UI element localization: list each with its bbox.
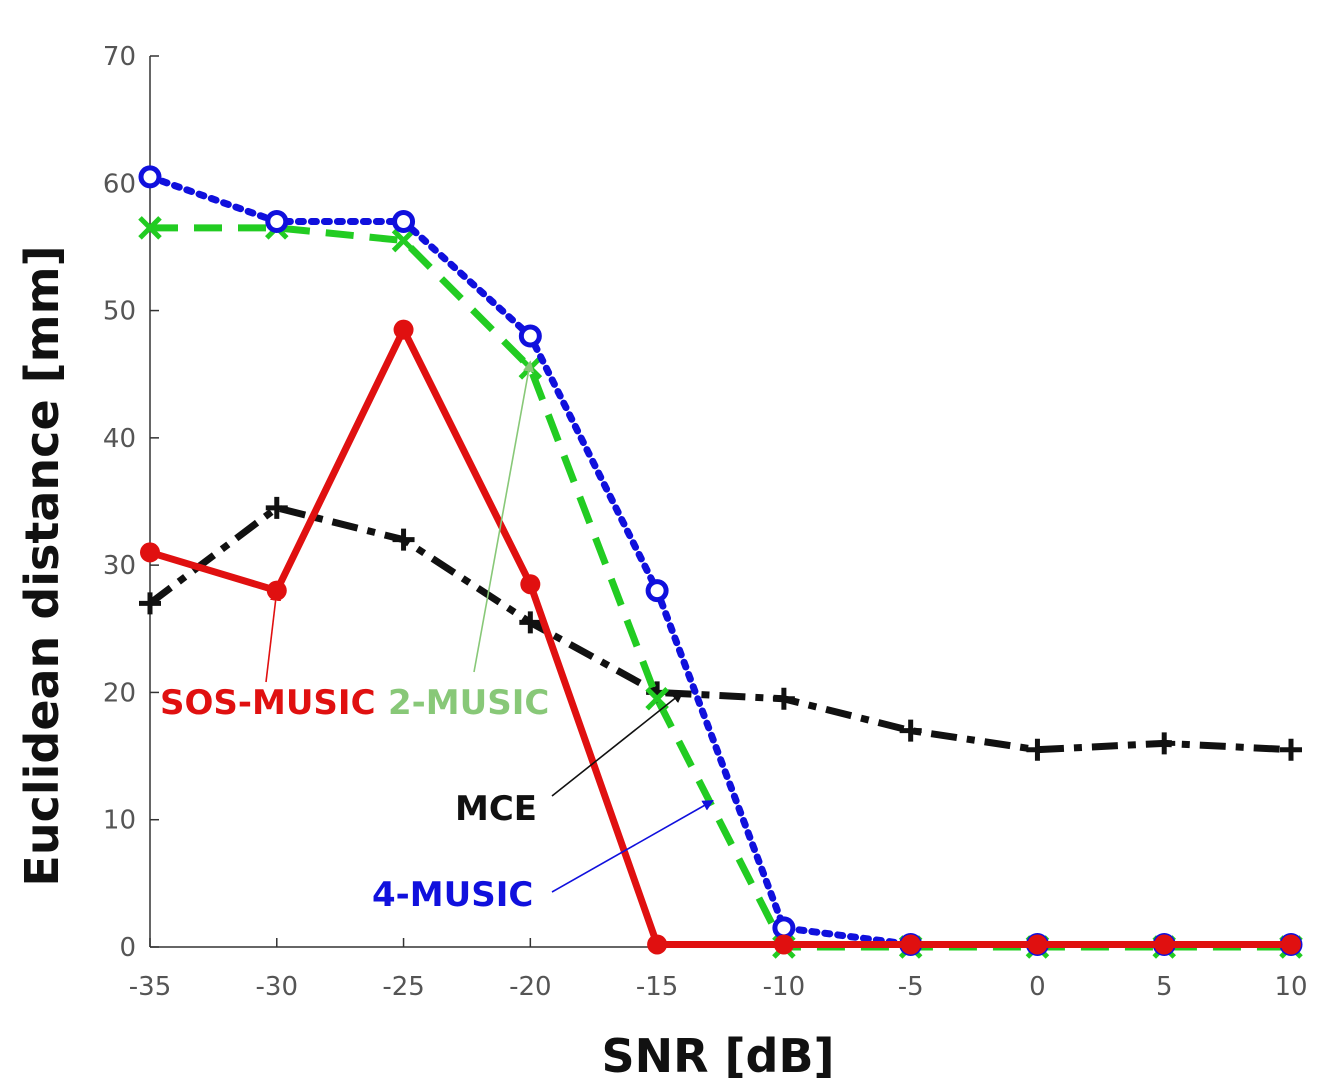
annotation-arrow <box>551 799 714 893</box>
annotation-label: SOS-MUSIC <box>160 683 376 723</box>
annotation-arrow <box>473 360 535 673</box>
x-tick-label: -20 <box>509 972 551 1002</box>
data-point <box>1027 934 1048 955</box>
x-tick-label: -10 <box>763 972 805 1002</box>
series-layer <box>138 165 1303 959</box>
data-point <box>647 934 668 955</box>
data-point <box>391 228 416 253</box>
data-point <box>518 324 542 348</box>
data-point <box>265 209 289 233</box>
y-tick-label: 70 <box>103 42 136 72</box>
y-tick-label: 60 <box>103 169 136 199</box>
data-point <box>645 687 669 711</box>
y-tick-label: 50 <box>103 297 136 327</box>
x-tick-label: 5 <box>1156 972 1173 1002</box>
data-point <box>138 216 162 240</box>
x-tick-label: -5 <box>898 972 924 1002</box>
data-point <box>772 916 796 940</box>
data-point <box>265 496 288 519</box>
data-point <box>899 719 922 742</box>
annotation-arrow <box>265 589 282 683</box>
x-tick-label: -30 <box>256 972 298 1002</box>
y-axis-label: Euclidean distance [mm] <box>15 245 69 886</box>
x-tick-label: 10 <box>1274 972 1307 1002</box>
data-point <box>900 934 921 955</box>
y-tick-label: 40 <box>103 424 136 454</box>
series-4-music <box>138 165 1303 956</box>
data-point <box>1026 738 1049 761</box>
data-point <box>772 687 795 710</box>
annotation-label: MCE <box>455 789 537 829</box>
axes: -35 -30 -25 -20 -15 -10 -5 0 5 10 0 10 20 30 40 50 60 70 <box>103 42 1308 1002</box>
data-point <box>1153 732 1176 755</box>
data-point <box>139 592 161 615</box>
data-point <box>1280 738 1302 761</box>
x-tick-label: -25 <box>382 972 424 1002</box>
data-point <box>1154 934 1175 955</box>
data-point <box>392 209 416 233</box>
annotation-label: 4-MUSIC <box>372 875 533 915</box>
series-line <box>147 504 1292 754</box>
data-point <box>140 542 160 563</box>
data-point <box>393 319 414 340</box>
x-tick-label: -35 <box>129 972 171 1002</box>
data-point <box>520 574 541 595</box>
annotation-arrow <box>551 691 684 797</box>
series-2-music <box>138 216 1303 959</box>
annotations: SOS-MUSIC 2-MUSIC MCE 4-MUSIC <box>160 360 714 915</box>
x-axis-label: SNR [dB] <box>601 1029 834 1082</box>
annotation-label: 2-MUSIC <box>388 683 549 723</box>
data-point <box>138 165 162 189</box>
x-tick-label: -15 <box>636 972 678 1002</box>
y-tick-label: 30 <box>103 551 136 581</box>
data-point <box>392 528 415 551</box>
data-point <box>773 934 794 955</box>
data-point <box>645 579 669 603</box>
y-tick-label: 20 <box>103 678 136 708</box>
series-line <box>148 326 1291 948</box>
series-sos-music <box>140 319 1301 955</box>
x-tick-label: 0 <box>1029 972 1046 1002</box>
series-line <box>150 224 1291 951</box>
y-tick-label: 0 <box>119 933 136 963</box>
y-tick-label: 10 <box>103 806 136 836</box>
data-point <box>519 611 542 634</box>
data-point <box>1281 934 1301 955</box>
series-mce <box>139 496 1302 761</box>
